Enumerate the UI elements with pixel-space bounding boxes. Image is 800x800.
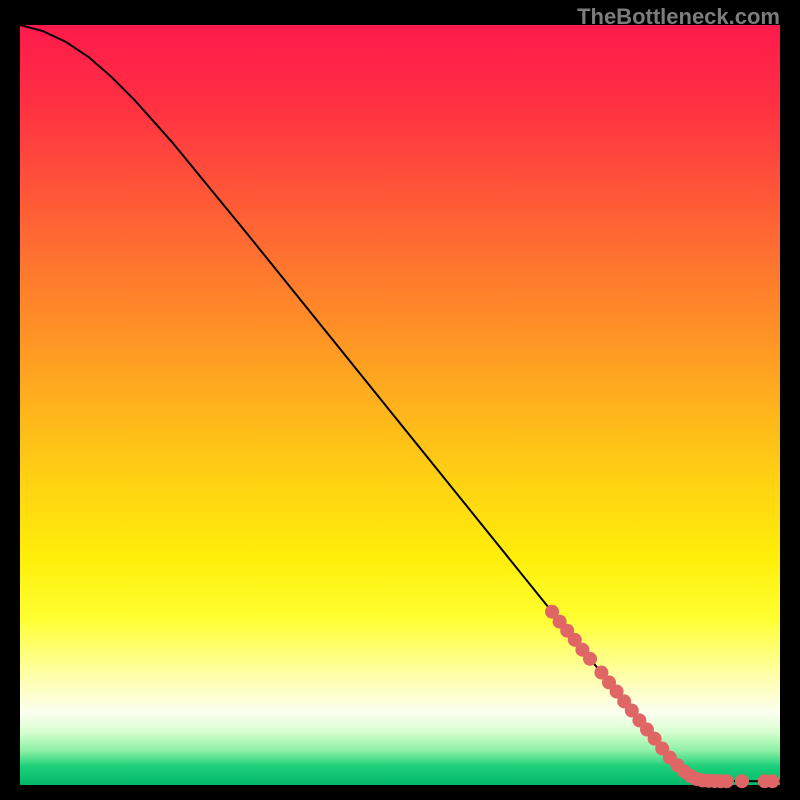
data-marker <box>720 774 734 788</box>
data-marker <box>735 774 749 788</box>
chart-container: { "watermark": { "text": "TheBottleneck.… <box>0 0 800 800</box>
plot-gradient-background <box>20 25 780 785</box>
data-marker <box>765 774 779 788</box>
data-marker <box>583 652 597 666</box>
chart-svg <box>0 0 800 800</box>
watermark-text: TheBottleneck.com <box>577 4 780 30</box>
